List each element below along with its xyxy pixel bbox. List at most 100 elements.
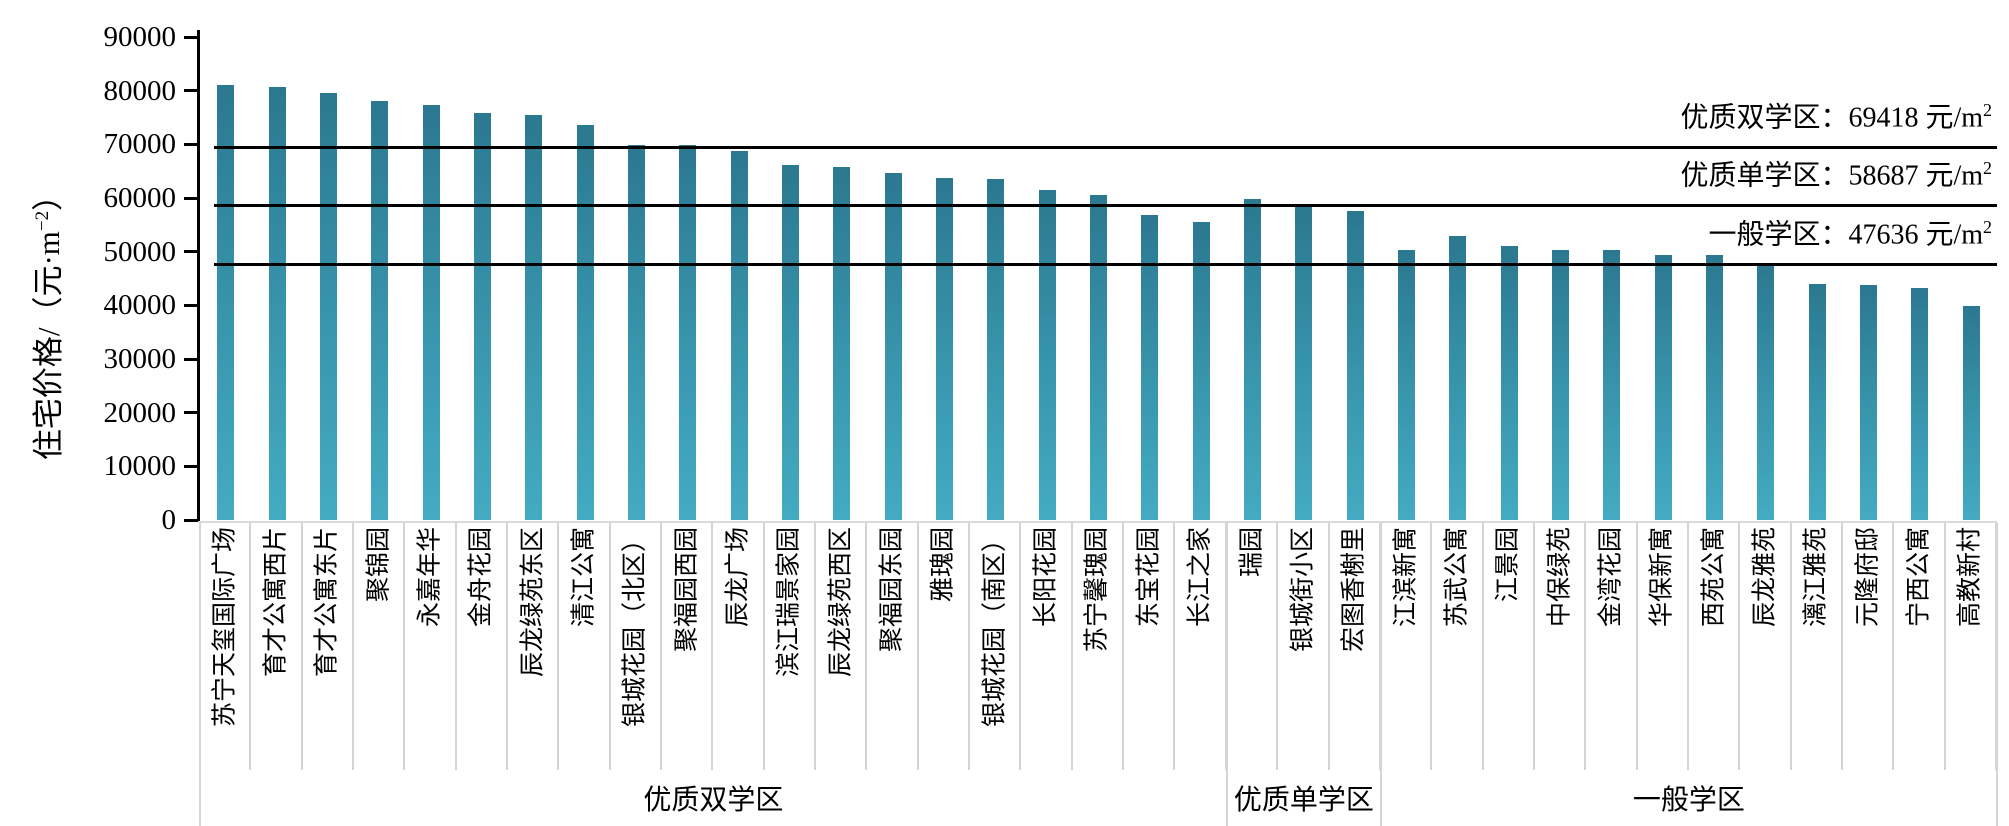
category-label: 辰龙绿苑西区 [827,527,855,678]
y-tick-mark [184,464,198,468]
group-cell: 优质单学区 [1227,770,1381,826]
bar [1398,249,1416,520]
y-tick-label: 30000 [103,343,177,375]
bar [679,145,697,520]
bar [935,177,953,520]
bar [1603,250,1621,520]
y-tick-label: 20000 [103,396,177,429]
reference-line [214,203,1997,207]
category-cell: 西苑公寓 [1689,523,1741,770]
category-label: 西苑公寓 [1700,527,1728,628]
category-label: 金湾花园 [1597,527,1625,628]
bar [371,101,389,520]
y-tick-mark [184,35,198,39]
category-cell: 宁西公寓 [1894,523,1946,770]
bar [1295,204,1313,520]
category-label: 聚福园东园 [878,527,906,653]
category-label: 苏宁天玺国际广场 [211,527,239,728]
y-tick-label: 80000 [103,74,177,107]
bar [1346,210,1364,520]
reference-annotation-superscript: 2 [1983,158,1992,179]
category-cell: 辰龙雅苑 [1740,523,1792,770]
bar [1654,254,1672,520]
y-tick-mark [184,303,198,307]
y-tick-mark [184,142,198,146]
category-cell: 清江公寓 [559,523,611,770]
category-label: 高教新村 [1956,527,1984,628]
reference-annotation-superscript: 2 [1983,100,1992,121]
category-cell: 聚福园东园 [867,523,919,770]
category-cell: 长江之家 [1176,523,1227,770]
category-cell: 金舟花园 [457,523,509,770]
category-cell: 瑞园 [1227,523,1279,770]
category-cell: 聚锦园 [354,523,406,770]
category-cell: 元隆府邸 [1843,523,1895,770]
y-tick-mark [184,196,198,200]
category-cell: 苏宁馨瑰园 [1073,523,1125,770]
y-tick-label: 60000 [103,182,177,214]
bar [1090,195,1107,520]
reference-annotation: 一般学区：47636 元/m2 [1708,210,1992,252]
bar [1911,288,1929,520]
category-cell: 漓江雅苑 [1792,523,1843,770]
bar [1552,249,1570,520]
category-label: 华保新寓 [1648,527,1676,628]
y-tick-label: 0 [161,504,177,536]
category-label: 瑞园 [1238,527,1265,578]
category-cell: 育才公寓东片 [303,523,354,770]
y-tick-label: 50000 [103,235,177,268]
category-cell: 苏武公寓 [1432,523,1484,770]
category-label: 中保绿苑 [1546,527,1574,628]
category-label: 长阳花园 [1032,527,1060,628]
reference-annotation: 优质单学区：58687 元/m2 [1680,151,1992,193]
group-label: 优质双学区 [643,785,784,816]
category-label: 聚锦园 [365,527,393,603]
category-label: 银城花园（北区） [621,527,649,728]
y-tick-mark [184,250,198,254]
category-label: 金舟花园 [467,527,495,628]
category-cell: 长阳花园 [1021,523,1073,770]
category-cell: 育才公寓西片 [251,523,303,770]
bar [1449,236,1467,520]
bar [473,113,491,520]
category-label: 育才公寓东片 [313,527,341,678]
bar [525,114,543,520]
y-tick-label: 70000 [103,128,177,161]
category-label: 江景园 [1494,527,1522,603]
bar [1244,199,1262,520]
bar [422,104,440,520]
category-label: 元隆府邸 [1854,527,1882,628]
y-tick-mark [184,357,198,361]
bar [1038,190,1056,520]
bar [268,86,286,520]
category-label: 东宝花园 [1135,527,1163,628]
bar [730,150,748,520]
bar [884,173,902,520]
y-axis-line [197,30,200,522]
category-cell: 苏宁天玺国际广场 [200,523,252,770]
reference-annotation-text: 优质单学区：58687 元/m [1680,160,1983,192]
category-label: 长江之家 [1186,527,1214,628]
group-cell: 一般学区 [1381,770,1997,826]
category-cell: 中保绿苑 [1535,523,1587,770]
bar [987,178,1005,520]
bar [1808,283,1826,520]
group-boundary-line [199,523,201,826]
bar [1860,285,1878,520]
category-cell: 聚福园西园 [662,523,714,770]
bar [1141,214,1159,520]
reference-line [214,145,1997,149]
bar [1192,221,1210,520]
category-label: 永嘉年华 [416,527,444,628]
category-label: 清江公寓 [570,527,598,628]
category-cell: 华保新寓 [1638,523,1689,770]
x-axis-baseline [198,521,1997,523]
y-tick-mark [184,518,198,522]
category-cell: 银城花园（南区） [970,523,1022,770]
category-label: 银城花园（南区） [981,527,1009,728]
bar [1757,262,1775,520]
category-label: 苏宁馨瑰园 [1083,527,1111,653]
bar [1706,255,1724,520]
category-label: 银城街小区 [1289,527,1317,653]
